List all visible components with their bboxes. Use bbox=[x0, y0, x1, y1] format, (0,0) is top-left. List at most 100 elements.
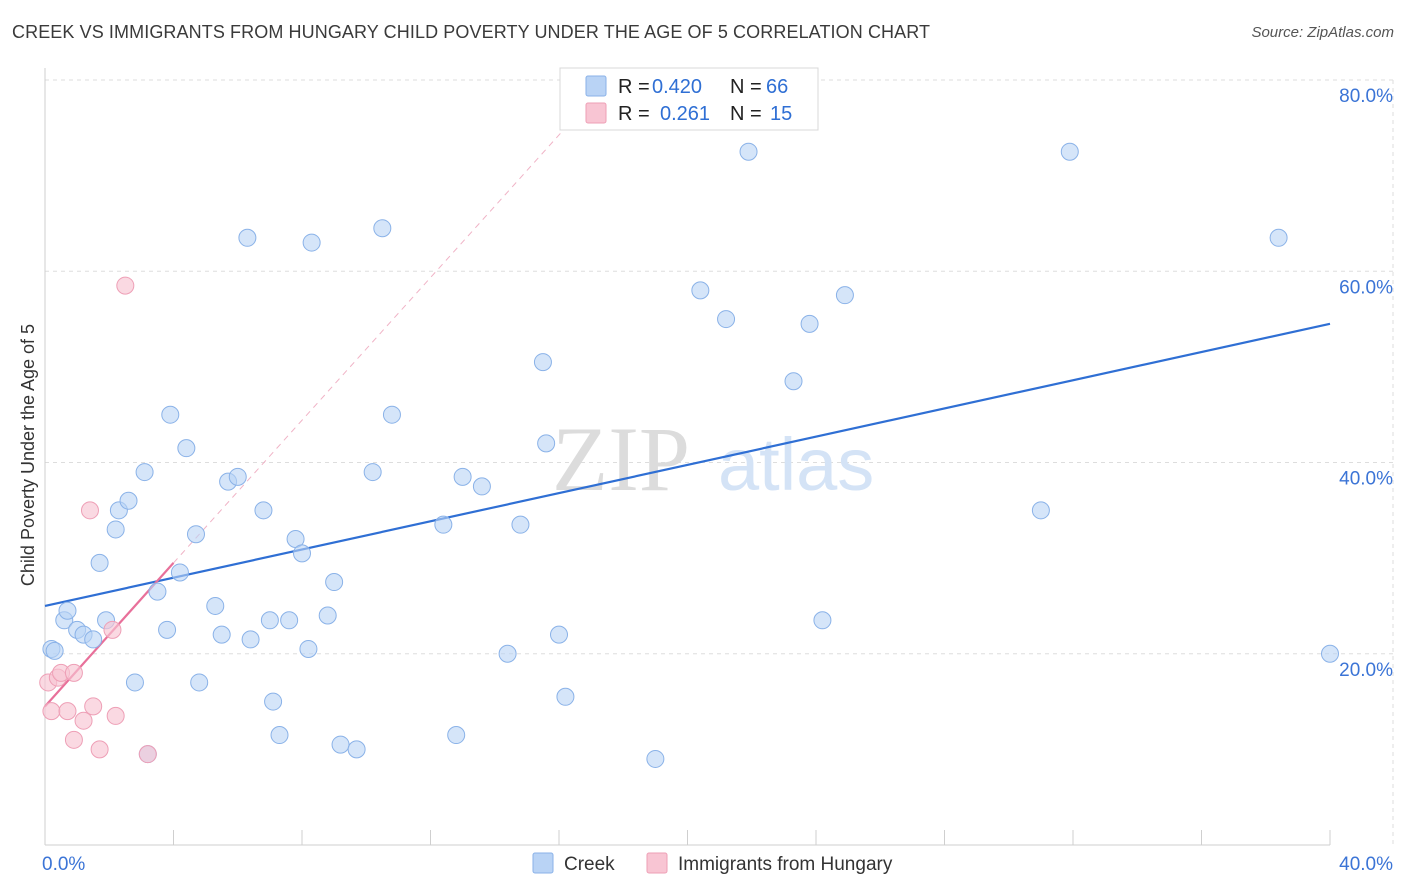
point-creek bbox=[299, 639, 318, 658]
y-tick-label: 60.0% bbox=[1339, 277, 1393, 298]
point-creek bbox=[447, 726, 466, 745]
point-creek bbox=[318, 606, 337, 625]
point-creek bbox=[472, 477, 491, 496]
legend-r-value-creek: 0.420 bbox=[652, 76, 702, 98]
point-creek bbox=[302, 233, 321, 252]
point-creek bbox=[270, 726, 289, 745]
y-tick-labels: 20.0% 40.0% 60.0% 80.0% bbox=[1339, 86, 1393, 681]
x-tick-label: 0.0% bbox=[42, 854, 85, 875]
point-hungary bbox=[74, 711, 93, 730]
point-creek bbox=[556, 687, 575, 706]
x-tick-label: 40.0% bbox=[1339, 854, 1393, 875]
point-creek bbox=[84, 630, 103, 649]
legend-r-value-hungary: 0.261 bbox=[660, 103, 710, 125]
point-hungary bbox=[84, 697, 103, 716]
point-creek bbox=[1321, 644, 1339, 663]
point-hungary bbox=[106, 706, 125, 725]
data-points bbox=[39, 142, 1339, 768]
point-creek bbox=[148, 582, 167, 601]
point-creek bbox=[550, 625, 568, 644]
point-creek bbox=[125, 673, 144, 692]
legend-r-label-hungary: R = bbox=[618, 103, 650, 125]
legend-n-label-creek: N = bbox=[730, 76, 762, 98]
point-creek bbox=[1269, 228, 1288, 247]
y-tick-label: 40.0% bbox=[1339, 469, 1393, 490]
bottom-legend-swatch-hungary bbox=[646, 852, 668, 874]
point-creek bbox=[241, 630, 260, 649]
bottom-legend-creek: Creek bbox=[564, 854, 615, 875]
point-creek bbox=[739, 142, 758, 161]
legend-r-label-creek: R = bbox=[618, 76, 650, 98]
point-creek bbox=[45, 641, 64, 660]
point-creek bbox=[206, 596, 225, 615]
point-creek bbox=[382, 405, 401, 424]
point-creek bbox=[58, 601, 77, 620]
source-credit: Source: ZipAtlas.com bbox=[1251, 24, 1394, 41]
bottom-legend-hungary: Immigrants from Hungary bbox=[678, 854, 893, 875]
point-creek bbox=[453, 467, 472, 486]
point-hungary bbox=[90, 740, 109, 759]
point-hungary bbox=[64, 663, 83, 682]
point-hungary bbox=[42, 702, 61, 721]
legend-swatch-creek bbox=[585, 75, 607, 97]
point-hungary bbox=[116, 276, 135, 295]
y-axis-label: Child Poverty Under the Age of 5 bbox=[18, 324, 38, 586]
point-creek bbox=[325, 573, 344, 592]
legend-swatch-hungary bbox=[585, 102, 607, 124]
point-creek bbox=[90, 553, 109, 572]
point-hungary bbox=[58, 702, 77, 721]
point-creek bbox=[717, 310, 736, 329]
legend-n-value-creek: 66 bbox=[766, 76, 788, 98]
legend-n-label-hungary: N = bbox=[730, 103, 762, 125]
point-creek bbox=[511, 515, 530, 534]
point-creek bbox=[784, 372, 803, 391]
point-creek bbox=[800, 314, 819, 333]
legend-n-value-hungary: 15 bbox=[770, 103, 792, 125]
point-creek bbox=[238, 228, 257, 247]
point-hungary bbox=[138, 745, 157, 764]
point-creek bbox=[135, 463, 154, 482]
point-creek bbox=[186, 525, 205, 544]
point-creek bbox=[260, 611, 279, 630]
x-tick-labels: 0.0% 40.0% bbox=[42, 854, 1393, 875]
point-creek bbox=[373, 219, 392, 238]
point-creek bbox=[434, 515, 453, 534]
point-creek bbox=[363, 463, 382, 482]
point-creek bbox=[106, 520, 125, 539]
point-creek bbox=[212, 625, 231, 644]
point-creek bbox=[293, 544, 311, 563]
point-creek bbox=[533, 353, 552, 372]
trend-line-creek bbox=[44, 322, 1331, 608]
point-creek bbox=[691, 281, 710, 300]
point-creek bbox=[331, 735, 350, 754]
point-hungary bbox=[80, 501, 99, 520]
series-legend: Creek Immigrants from Hungary bbox=[532, 852, 893, 875]
point-creek bbox=[1060, 142, 1079, 161]
point-creek bbox=[813, 611, 832, 630]
point-hungary bbox=[103, 620, 122, 639]
trend-line-hungary-extension bbox=[173, 127, 566, 564]
point-creek bbox=[498, 644, 517, 663]
stats-legend: R = 0.420 N = 66 R = 0.261 N = 15 bbox=[559, 67, 819, 131]
bottom-legend-swatch-creek bbox=[532, 852, 554, 874]
point-creek bbox=[280, 611, 299, 630]
watermark: ZIP atlas bbox=[552, 408, 874, 510]
watermark-atlas: atlas bbox=[718, 423, 874, 506]
y-tick-label: 20.0% bbox=[1339, 660, 1393, 681]
watermark-zip: ZIP bbox=[552, 408, 690, 510]
point-creek bbox=[161, 405, 180, 424]
gridlines bbox=[45, 79, 1394, 845]
point-creek bbox=[190, 673, 209, 692]
point-creek bbox=[158, 620, 177, 639]
point-creek bbox=[835, 286, 854, 305]
point-hungary bbox=[64, 730, 83, 749]
point-creek bbox=[170, 563, 189, 582]
y-tick-label: 80.0% bbox=[1339, 86, 1393, 107]
point-creek bbox=[228, 467, 247, 486]
point-creek bbox=[347, 740, 366, 759]
point-creek bbox=[537, 434, 556, 453]
point-creek bbox=[264, 692, 283, 711]
point-creek bbox=[1031, 501, 1050, 520]
point-creek bbox=[254, 501, 273, 520]
point-creek bbox=[177, 439, 196, 458]
